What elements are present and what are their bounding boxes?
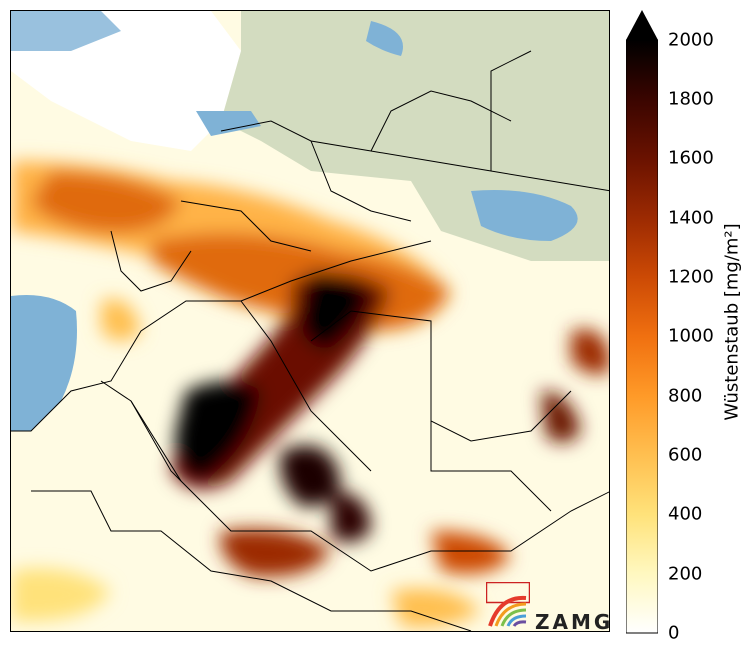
colorbar-tick-label: 1600 — [668, 147, 714, 169]
colorbar-tick-label: 1400 — [668, 207, 714, 229]
colorbar — [626, 10, 658, 634]
zamg-logo-icon — [486, 582, 530, 627]
basemap — [11, 11, 609, 431]
colorbar-tick-label: 1200 — [668, 266, 714, 288]
colorbar-tick-label: 1800 — [668, 88, 714, 110]
dust-field — [11, 161, 609, 627]
colorbar-tick-label: 600 — [668, 444, 703, 466]
zamg-logo-text: ZAMG — [535, 610, 614, 634]
colorbar-tick-label: 200 — [668, 563, 703, 585]
colorbar-tick-label: 2000 — [668, 29, 714, 51]
dust-map — [10, 10, 610, 632]
colorbar-tick-label: 400 — [668, 503, 703, 525]
colorbar-title: Wüstenstaub [mg/m²] — [721, 223, 743, 421]
colorbar-tick-label: 0 — [668, 622, 680, 644]
colorbar-tick-label: 1000 — [668, 325, 714, 347]
colorbar-extend-arrow — [626, 10, 658, 40]
colorbar-gradient — [626, 39, 658, 634]
map-canvas — [11, 11, 609, 631]
country-borders — [11, 50, 609, 631]
colorbar-tick-label: 800 — [668, 385, 703, 407]
